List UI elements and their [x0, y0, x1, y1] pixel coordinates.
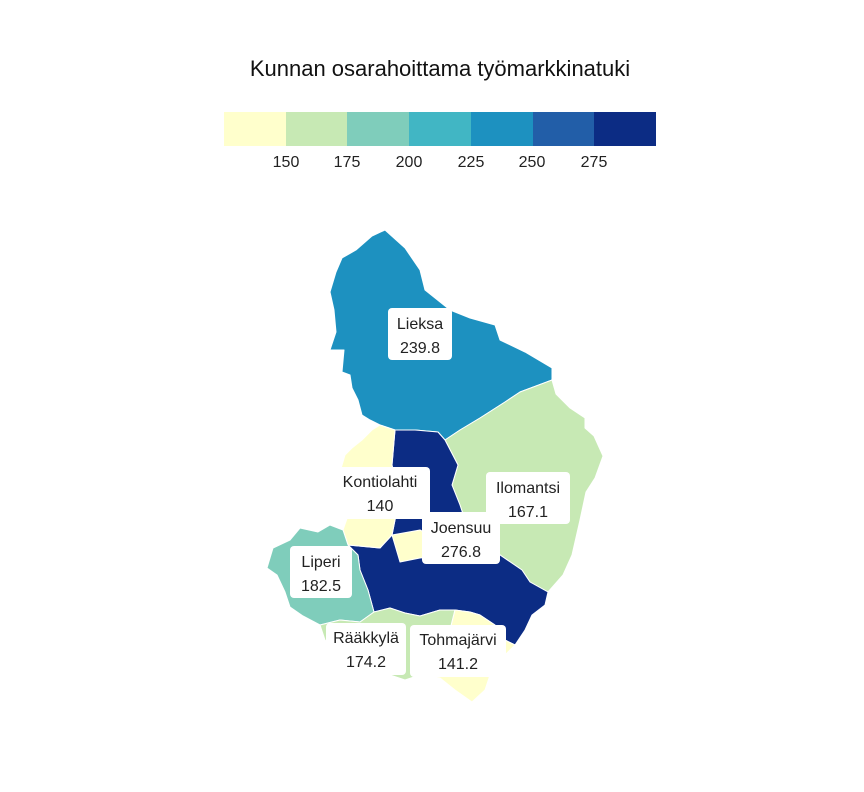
legend-ticks: 150 175 200 225 250 275	[224, 154, 656, 176]
legend-tick: 200	[395, 154, 423, 171]
label-tohmajarvi: Tohmajärvi 141.2	[410, 625, 506, 677]
region-name: Joensuu	[431, 520, 492, 537]
legend-swatch	[224, 112, 286, 146]
region-value: 167.1	[508, 504, 548, 521]
region-value: 239.8	[400, 340, 440, 357]
legend-colorbar	[224, 112, 657, 146]
legend-swatch	[532, 112, 595, 146]
legend-tick: 175	[333, 154, 361, 171]
legend-swatch	[470, 112, 533, 146]
legend-swatch	[285, 112, 348, 146]
legend-swatch	[409, 112, 471, 146]
region-value: 174.2	[346, 654, 386, 671]
region-name: Lieksa	[397, 316, 443, 333]
label-joensuu: Joensuu 276.8	[422, 512, 500, 564]
label-liperi: Liperi 182.5	[290, 546, 352, 598]
label-ilomantsi: Ilomantsi 167.1	[486, 472, 570, 524]
region-name: Liperi	[301, 554, 340, 571]
region-name: Kontiolahti	[343, 474, 418, 491]
region-name: Rääkkylä	[333, 630, 399, 647]
region-name: Tohmajärvi	[419, 632, 496, 649]
region-value: 182.5	[301, 578, 341, 595]
region-value: 276.8	[441, 544, 481, 561]
region-value: 140	[367, 498, 394, 515]
legend-swatch	[347, 112, 410, 146]
label-lieksa: Lieksa 239.8	[388, 308, 452, 360]
legend-tick: 150	[272, 154, 300, 171]
legend-tick: 275	[580, 154, 608, 171]
region-name: Ilomantsi	[496, 480, 560, 497]
label-kontiolahti: Kontiolahti 140	[330, 467, 430, 519]
legend-tick: 250	[518, 154, 546, 171]
legend-swatch	[594, 112, 657, 146]
label-raakkyla: Rääkkylä 174.2	[326, 623, 406, 675]
legend-title: Kunnan osarahoittama työmarkkinatuki	[249, 56, 631, 81]
legend-tick: 225	[457, 154, 485, 171]
region-value: 141.2	[438, 656, 478, 673]
